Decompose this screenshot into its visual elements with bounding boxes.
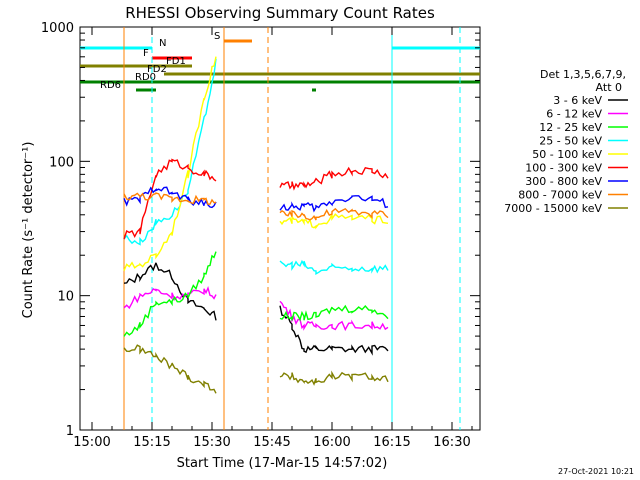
y-axis-label: Count Rate (s⁻¹ detector⁻¹) [21,142,36,319]
timestamp: 27-Oct-2021 10:21 [558,467,634,476]
legend-item-label: 25 - 50 keV [539,135,602,148]
series-line [123,58,217,246]
series-line [279,195,389,213]
plot-frame [79,26,481,431]
series-line [123,192,217,206]
x-tick-label: 15:00 [73,435,110,450]
x-axis-label: Start Time (17-Mar-15 14:57:02) [177,456,388,471]
x-tick-label: 15:45 [253,435,290,450]
legend-item-label: 300 - 800 keV [525,175,602,188]
vertical-lines [123,27,461,430]
series-line [279,370,389,386]
series-line [123,56,217,271]
series-line [123,251,217,337]
y-tick-label: 100 [49,155,74,170]
series-line [123,158,217,240]
legend-item-label: 3 - 6 keV [553,94,602,107]
series-line [123,286,217,310]
flag-bar-label: N [159,38,166,49]
x-tick-label: 16:00 [313,435,350,450]
x-axis: 15:00 15:15 15:30 15:45 16:00 16:15 16:30 [73,27,473,450]
series-line [279,166,389,191]
legend-item-label: 50 - 100 keV [532,148,602,161]
series-line [279,259,389,275]
x-tick-label: 15:15 [133,435,170,450]
legend-item-label: 800 - 7000 keV [518,189,602,202]
flag-bar-label: RD6 [100,80,121,91]
series-line [279,300,389,332]
y-axis: 1 10 100 1000 [41,21,480,439]
series-line [123,186,217,209]
series-group [123,56,389,394]
series-line [123,262,217,321]
flag-bar-label: F [143,48,149,59]
series-line [123,344,217,394]
flag-bar-label: S [214,31,220,42]
legend-item-label: 6 - 12 keV [546,108,602,121]
legend-item-label: 100 - 300 keV [525,162,602,175]
chart-title: RHESSI Observing Summary Count Rates [125,4,435,22]
legend-header-1: Det 1,3,5,6,7,9, [540,68,626,81]
y-tick-label: 1 [66,424,74,439]
x-tick-label: 16:15 [373,435,410,450]
series-line [279,304,389,322]
x-tick-label: 16:30 [433,435,470,450]
legend-item-label: 12 - 25 keV [539,121,602,134]
flag-bar-label: FD1 [166,56,186,67]
flag-bar-label: FD2 [147,64,167,75]
series-line [279,207,389,221]
y-tick-label: 1000 [41,21,74,36]
legend-header-2: Att 0 [596,81,622,94]
x-tick-label: 15:30 [193,435,230,450]
series-line [279,213,389,230]
legend-item-label: 7000 - 15000 keV [504,202,602,215]
series-line [279,305,389,356]
y-tick-label: 10 [57,290,74,305]
flag-bar-label: RD0 [135,72,156,83]
